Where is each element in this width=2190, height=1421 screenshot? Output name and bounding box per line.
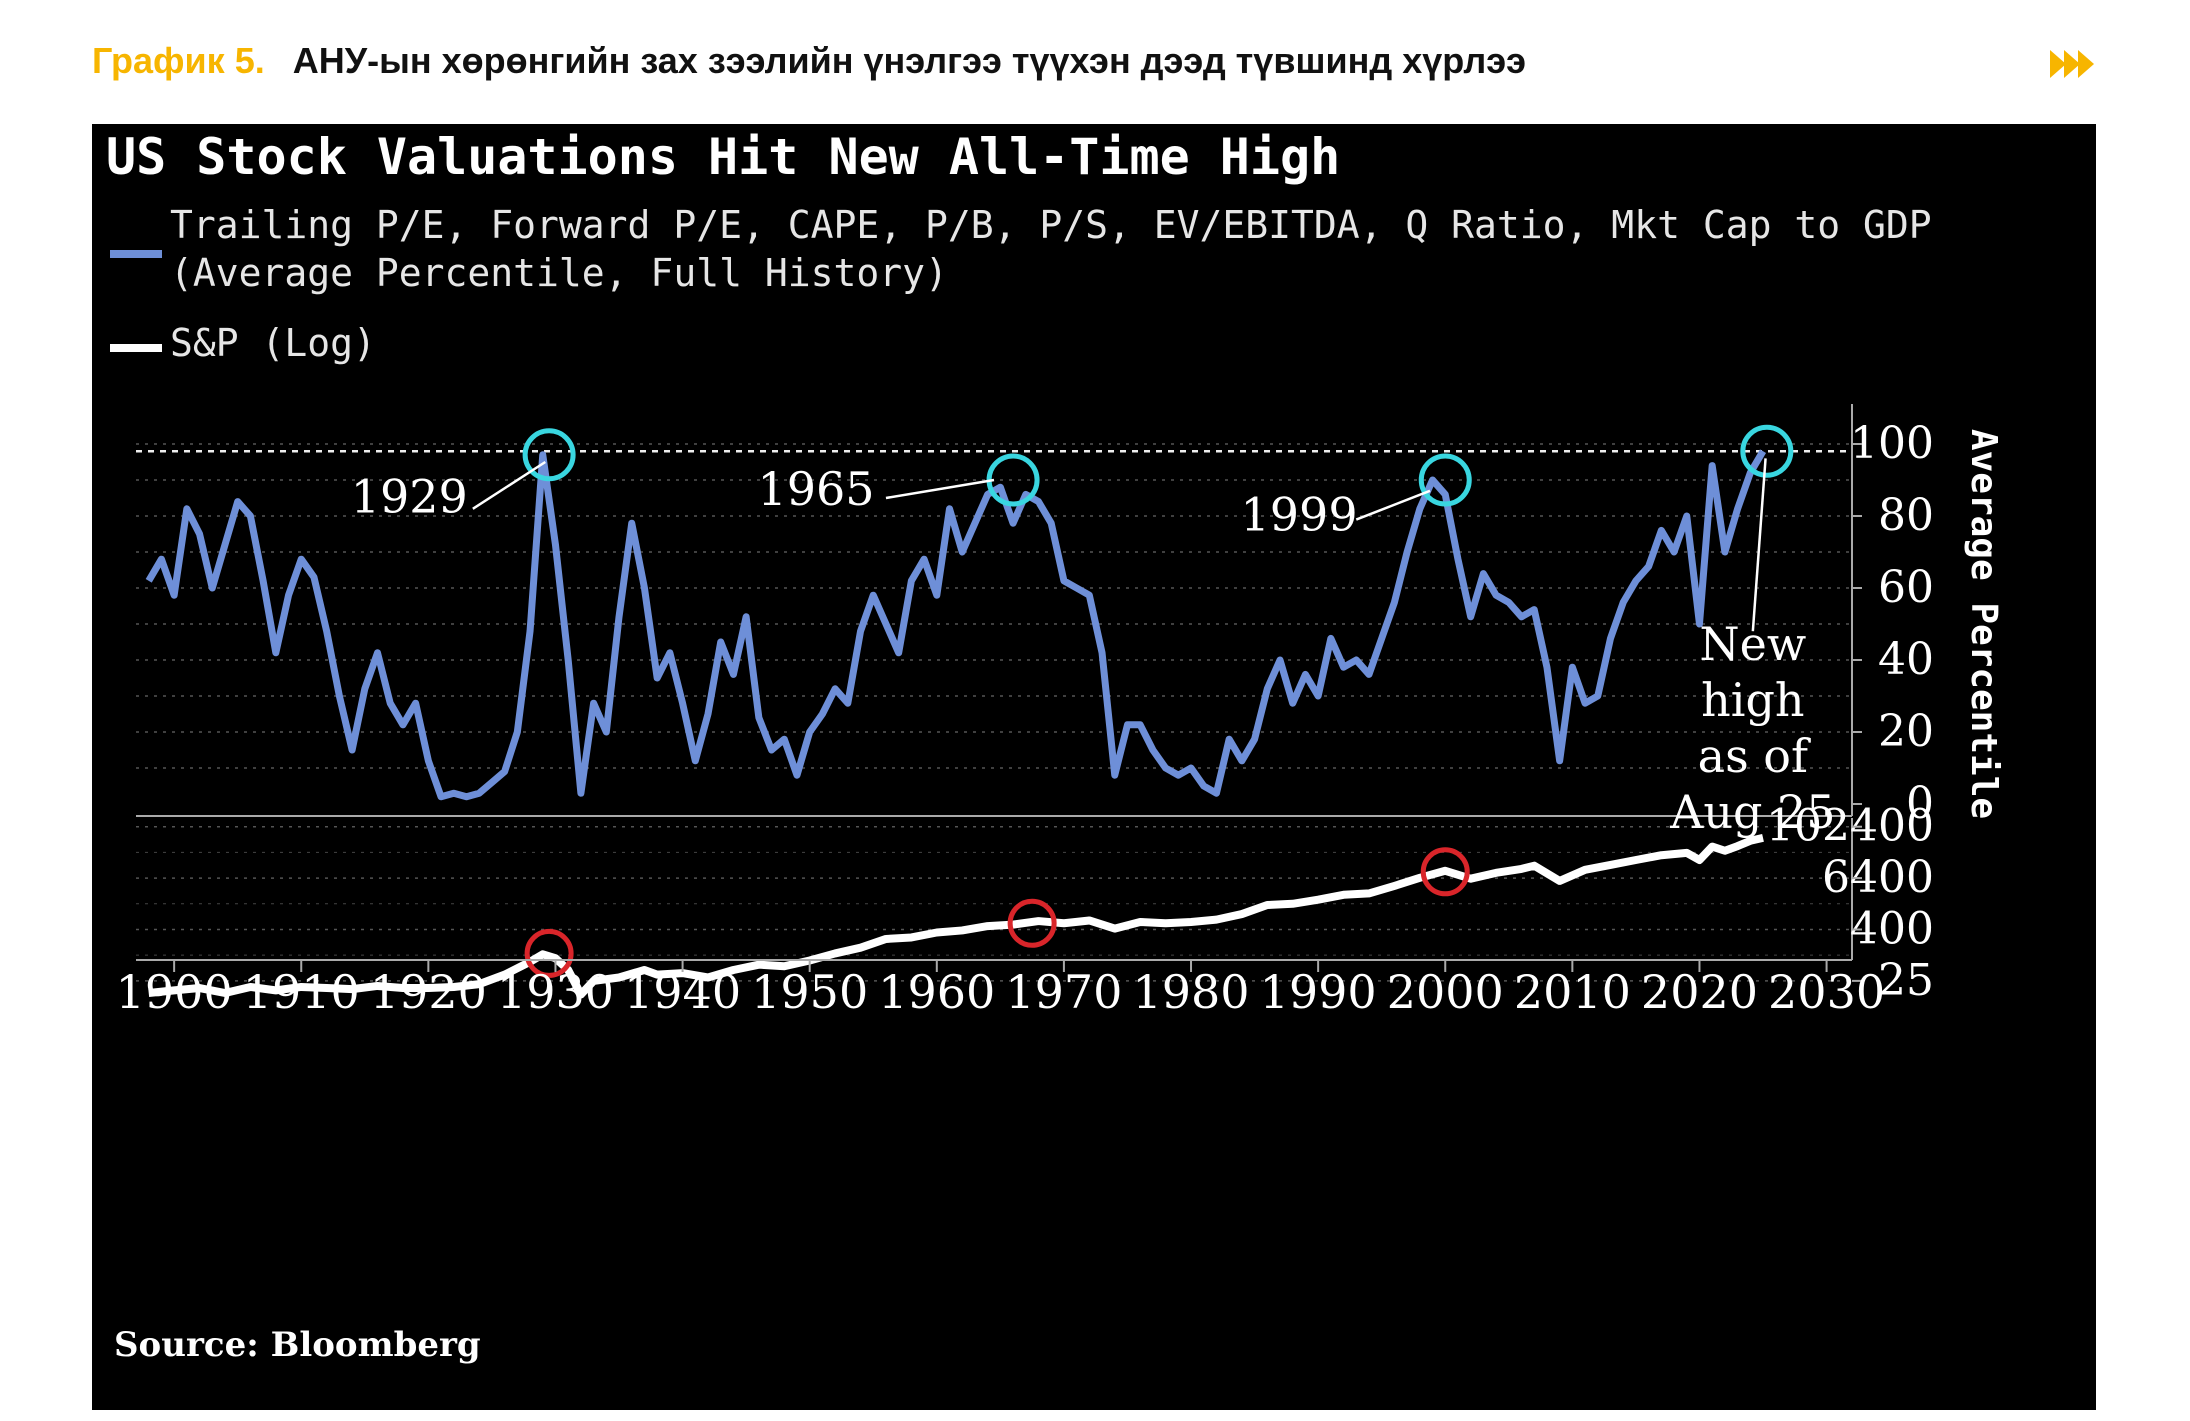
sp-highlight-circle [1007,898,1057,948]
figure-number: График 5. [92,40,265,81]
x-tick-label: 2000 [1387,965,1504,1019]
legend-label-valuation-line1: Trailing P/E, Forward P/E, CAPE, P/B, P/… [170,203,1932,247]
legend-label-sp: S&P (Log) [170,321,376,365]
x-tick-label: 1920 [370,965,487,1019]
x-tick-label: 1940 [624,965,741,1019]
x-tick-label: 1970 [1005,965,1122,1019]
legend-label-valuation-line2: (Average Percentile, Full History) [170,251,948,295]
bottom-y-tick-label: 102400 [1766,801,1934,852]
annotation-label-1929: 1929 [351,469,468,523]
annotation-pointer-new-high [1751,458,1767,632]
top-y-tick-label: 100 [1850,418,1934,469]
x-tick-label: 1990 [1260,965,1377,1019]
annotation-pointer-1999 [1355,489,1431,521]
x-tick-label: 1950 [751,965,868,1019]
top-y-tick-label: 20 [1878,706,1934,757]
annotation-label-new-high: Aug 25 [1669,785,1835,839]
top-y-tick-label: 60 [1878,562,1934,613]
valuation-series-line [145,449,1767,801]
bottom-y-tick-label: 25 [1878,955,1934,1006]
top-y-tick-label: 0 [1906,778,1934,829]
peak-highlight-circle [1418,453,1472,507]
x-tick-label: 1930 [497,965,614,1019]
chart-source: Source: Bloomberg [114,1325,481,1365]
peak-highlight-circle [1740,424,1794,478]
annotation-label-new-high: New [1699,617,1806,671]
chart-panel: US Stock Valuations Hit New All-Time Hig… [92,124,2096,1410]
annotation-pointer-1929 [472,460,546,510]
x-tick-label: 1910 [243,965,360,1019]
chart-svg: US Stock Valuations Hit New All-Time Hig… [106,128,2004,1365]
annotation-label-new-high: as of [1698,729,1811,783]
annotation-pointer-1965 [885,478,995,500]
x-tick-label: 2030 [1768,965,1885,1019]
figure-title: АНУ-ын хөрөнгийн зах зээлийн үнэлгээ түү… [292,40,1526,81]
legend-swatch-sp [110,344,162,352]
x-tick-label: 2020 [1641,965,1758,1019]
bottom-y-tick-label: 400 [1850,903,1934,954]
figure-caption: График 5. АНУ-ын хөрөнгийн зах зээлийн ү… [92,40,1526,82]
annotation-label-1965: 1965 [758,462,875,516]
top-y-tick-label: 40 [1878,634,1934,685]
x-tick-label: 1900 [116,965,233,1019]
peak-highlight-circle [522,428,576,482]
legend-swatch-valuation [110,250,162,258]
sp-highlight-circle [1420,847,1470,897]
double-chevron-right-icon [2050,50,2098,83]
sp-highlight-circle [524,928,574,978]
x-tick-label: 1980 [1132,965,1249,1019]
chart-title: US Stock Valuations Hit New All-Time Hig… [106,128,1340,186]
sp-series-line [148,833,1764,999]
top-y-tick-label: 80 [1878,490,1934,541]
annotation-label-new-high: high [1701,673,1804,727]
annotation-label-1999: 1999 [1241,487,1358,541]
top-y-axis-label: Average Percentile [1963,429,2004,819]
x-tick-label: 2010 [1514,965,1631,1019]
bottom-y-tick-label: 6400 [1822,852,1934,903]
x-tick-label: 1960 [878,965,995,1019]
